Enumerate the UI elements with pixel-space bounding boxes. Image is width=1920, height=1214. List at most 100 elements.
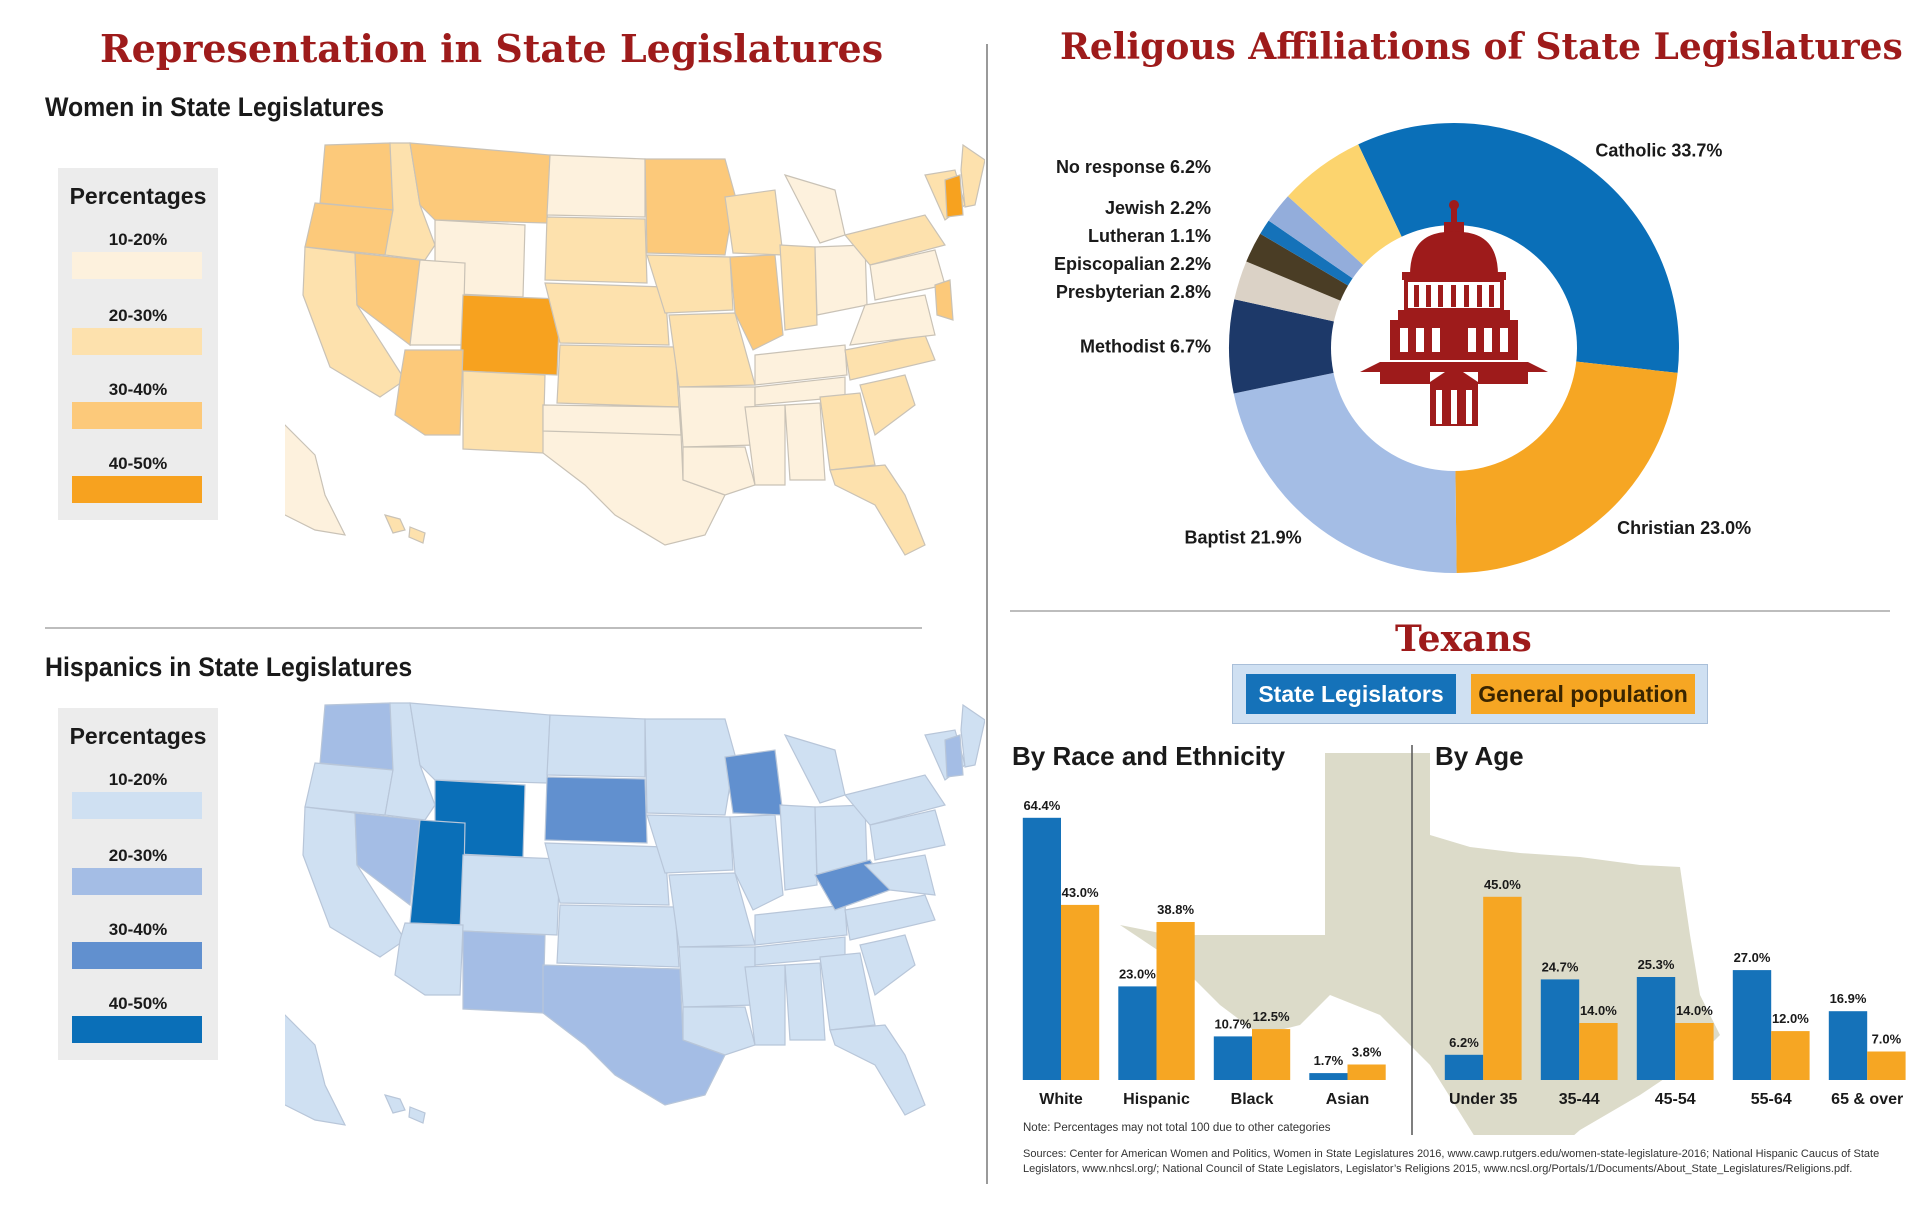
legend-state-legislators: State Legislators [1246,674,1456,714]
left-section-divider [45,627,922,629]
race-chart-title: By Race and Ethnicity [1012,741,1286,771]
bar-category-label: 35-44 [1559,1091,1600,1108]
map-state [779,804,818,891]
hispanics-legend-swatch [72,792,202,819]
map-state [819,392,876,471]
bar-state [1022,817,1061,1080]
bar-state [1828,1011,1868,1080]
bar-general [1061,904,1100,1080]
religion-donut-chart: Catholic 33.7% Christian 23.0% Baptist 21.… [1054,122,1751,574]
bar-value-label: 43.0% [1062,885,1099,900]
map-state [960,703,985,768]
religion-title: Religous Affiliations of State Legislatu… [1060,26,1903,68]
map-state [744,964,786,1046]
map-state [462,370,546,454]
map-state [408,1106,426,1124]
map-state [546,714,646,778]
map-state [784,962,826,1041]
hispanics-legend-label: 40-50% [108,994,168,1013]
map-state [754,344,848,386]
bar-category-label: Asian [1326,1091,1370,1108]
bar-general [1771,1031,1810,1080]
left-main-title: Representation in State Legislatures [100,26,884,71]
hispanics-legend-title: Percentages [69,723,207,749]
map-state [843,214,946,266]
map-state [285,424,347,536]
map-state [869,809,946,861]
map-state [304,202,394,256]
race-bars: 64.4% 43.0% White 23.0% 38.8% Hispanic 10.7% 12… [1022,798,1386,1108]
women-legend-label: 10-20% [108,230,168,249]
map-state [383,514,406,534]
map-state [304,762,394,816]
map-state [319,702,394,771]
map-state [944,734,964,778]
bar-value-label: 25.3% [1638,957,1675,972]
map-state [459,854,561,936]
map-state [863,854,936,896]
bar-state [1309,1073,1348,1080]
map-state [542,404,682,436]
texans-legend: State Legislators General population [1232,664,1708,724]
map-state [646,254,734,314]
map-state [729,254,784,351]
donut-label: Baptist 21.9% [1185,527,1302,547]
map-state [409,142,551,224]
map-state [644,158,736,256]
hispanics-legend: Percentages 10-20% 20-30% 30-40% 40-50% [58,708,218,1060]
donut-label: Christian 23.0% [1617,518,1751,538]
map-state [394,922,464,996]
bar-category-label: Black [1231,1091,1274,1108]
women-legend-swatch [72,328,202,355]
hispanics-legend-label: 30-40% [108,920,168,939]
sources-line-2: Legislators, www.nhcsl.org/; National Co… [1023,1163,1853,1175]
bar-value-label: 45.0% [1484,877,1521,892]
map-state [944,174,964,218]
donut-label: No response 6.2% [1056,157,1211,177]
women-map-title: Women in State Legislatures [45,92,385,122]
map-state [409,819,466,926]
map-state [285,1014,347,1126]
bar-value-label: 14.0% [1580,1003,1617,1018]
map-state [409,702,551,784]
map-state [678,386,756,448]
map-state [556,344,680,408]
bar-category-label: 45-54 [1655,1091,1696,1108]
hispanics-legend-swatch [72,1016,202,1043]
map-state [646,814,734,874]
bar-state [1213,1036,1252,1080]
chart-note: Note: Percentages may not total 100 due … [1023,1122,1331,1134]
donut-label: Methodist 6.7% [1080,336,1211,356]
bar-general [1252,1029,1291,1080]
bar-value-label: 1.7% [1314,1053,1344,1068]
women-legend-swatch [72,476,202,503]
women-legend-label: 20-30% [108,306,168,325]
texans-bar-charts: By Race and Ethnicity By Age 64.4% 43.0% W… [1012,741,1906,1135]
donut-label: Lutheran 1.1% [1088,226,1211,246]
hispanics-legend-swatch [72,868,202,895]
map-state [849,294,936,346]
bar-state [1636,977,1676,1080]
map-state [779,244,818,331]
hispanics-us-map [285,702,985,1126]
map-state [829,464,926,556]
bar-value-label: 7.0% [1872,1032,1902,1047]
map-state [394,349,464,436]
map-state [462,930,546,1014]
age-chart-title: By Age [1435,741,1524,771]
map-state [459,294,561,376]
map-state [383,1094,406,1114]
women-legend-label: 30-40% [108,380,168,399]
texas-shape-icon [1120,753,1720,1135]
legend-general-population: General population [1471,674,1695,714]
map-state [724,189,784,256]
women-legend-swatch [72,402,202,429]
hispanics-map-title: Hispanics in State Legislatures [45,652,413,682]
map-state [784,402,826,481]
hispanics-legend-label: 20-30% [108,846,168,865]
map-state [544,842,670,906]
hispanics-legend-swatch [72,942,202,969]
map-state [744,404,786,486]
map-state [783,174,846,244]
map-state [829,1024,926,1116]
